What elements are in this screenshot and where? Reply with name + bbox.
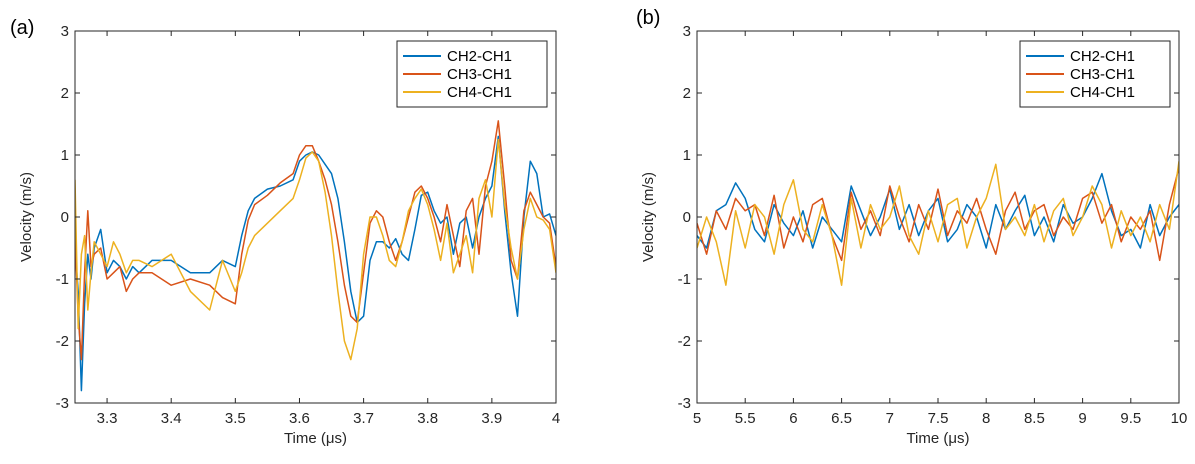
y-tick-label: -3 bbox=[56, 395, 69, 412]
y-tick-label: -1 bbox=[56, 271, 69, 288]
x-axis-label: Time (μs) bbox=[906, 430, 969, 447]
x-tick-label: 3.3 bbox=[97, 410, 118, 427]
x-tick-label: 6.5 bbox=[831, 410, 852, 427]
x-axis-label: Time (μs) bbox=[284, 430, 347, 447]
series-line-3 bbox=[697, 161, 1179, 286]
y-tick-label: -2 bbox=[56, 333, 69, 350]
x-tick-label: 9.5 bbox=[1120, 410, 1141, 427]
x-tick-label: 7.5 bbox=[928, 410, 949, 427]
x-tick-label: 8.5 bbox=[1024, 410, 1045, 427]
y-tick-label: -3 bbox=[678, 395, 691, 412]
y-tick-label: 2 bbox=[683, 85, 691, 102]
x-tick-label: 3.8 bbox=[417, 410, 438, 427]
x-tick-label: 3.4 bbox=[161, 410, 182, 427]
y-tick-label: 2 bbox=[61, 85, 69, 102]
legend-entry: CH3-CH1 bbox=[447, 66, 512, 83]
y-tick-label: -1 bbox=[678, 271, 691, 288]
chart-panel-2: 5 5.5 6 6.5 7 7.5 8 8.5 9 9.5 10 -3 -2 -1 0 1 2 3 Time (μs… bbox=[636, 7, 1187, 447]
y-tick-label: 1 bbox=[61, 147, 69, 164]
legend-entry: CH3-CH1 bbox=[1070, 66, 1135, 83]
y-tick-label: 3 bbox=[61, 23, 69, 40]
series-line-2 bbox=[75, 120, 556, 361]
x-tick-label: 4 bbox=[552, 410, 560, 427]
y-tick-label: 0 bbox=[683, 209, 691, 226]
y-axis-label: Velocity (m/s) bbox=[18, 172, 35, 262]
legend-entry: CH4-CH1 bbox=[447, 84, 512, 101]
series-line-3 bbox=[75, 138, 556, 361]
x-tick-label: 8 bbox=[982, 410, 990, 427]
x-tick-label: 10 bbox=[1171, 410, 1188, 427]
legend-entry: CH2-CH1 bbox=[447, 48, 512, 65]
legend-entry: CH4-CH1 bbox=[1070, 84, 1135, 101]
x-tick-label: 9 bbox=[1078, 410, 1086, 427]
series-line-2 bbox=[697, 167, 1179, 262]
y-tick-label: 0 bbox=[61, 209, 69, 226]
x-tick-label: 7 bbox=[886, 410, 894, 427]
chart-panel-1: 3.3 3.4 3.5 3.6 3.7 3.8 3.9 4 -3 -2 -1 0 1 2 3 Time (μs… bbox=[10, 17, 560, 447]
x-tick-label: 3.6 bbox=[289, 410, 310, 427]
panel-label: (a) bbox=[10, 17, 34, 39]
panel-label: (b) bbox=[636, 7, 660, 29]
legend-entry: CH2-CH1 bbox=[1070, 48, 1135, 65]
x-tick-label: 3.5 bbox=[225, 410, 246, 427]
series-line-1 bbox=[75, 135, 556, 392]
x-tick-label: 6 bbox=[789, 410, 797, 427]
y-tick-label: 3 bbox=[683, 23, 691, 40]
x-tick-label: 5.5 bbox=[735, 410, 756, 427]
x-tick-label: 3.9 bbox=[481, 410, 502, 427]
x-tick-label: 5 bbox=[693, 410, 701, 427]
y-tick-label: -2 bbox=[678, 333, 691, 350]
y-axis-label: Velocity (m/s) bbox=[640, 172, 657, 262]
y-tick-label: 1 bbox=[683, 147, 691, 164]
x-tick-label: 3.7 bbox=[353, 410, 374, 427]
